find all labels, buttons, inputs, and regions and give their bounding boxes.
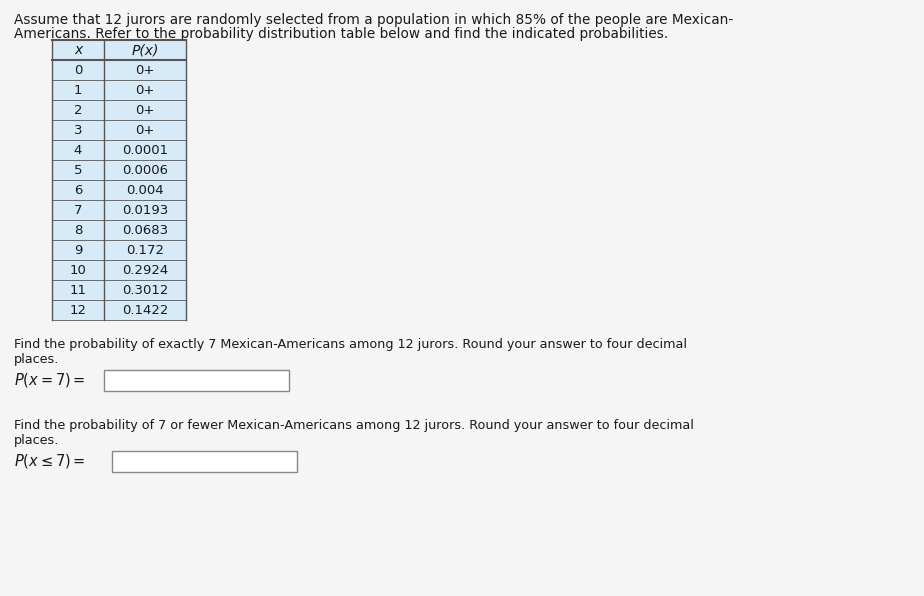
- Text: 0.0193: 0.0193: [122, 203, 168, 216]
- Text: 0.0683: 0.0683: [122, 224, 168, 237]
- Text: Find the probability of 7 or fewer Mexican-Americans among 12 jurors. Round your: Find the probability of 7 or fewer Mexic…: [14, 419, 694, 432]
- Bar: [52, 300, 186, 320]
- Text: 0+: 0+: [135, 104, 154, 116]
- Bar: [112, 451, 297, 472]
- Bar: [52, 260, 186, 280]
- Bar: [52, 160, 186, 180]
- Text: 12: 12: [69, 303, 87, 316]
- Text: 0.0001: 0.0001: [122, 144, 168, 157]
- Text: 0.3012: 0.3012: [122, 284, 168, 296]
- Text: Americans. Refer to the probability distribution table below and find the indica: Americans. Refer to the probability dist…: [14, 27, 668, 41]
- Text: places.: places.: [14, 353, 59, 366]
- Text: places.: places.: [14, 434, 59, 447]
- Text: $P(x=7)=$: $P(x=7)=$: [14, 371, 86, 389]
- Bar: [52, 280, 186, 300]
- Bar: [52, 220, 186, 240]
- Text: 7: 7: [74, 203, 82, 216]
- Text: 9: 9: [74, 244, 82, 256]
- Text: 0.2924: 0.2924: [122, 263, 168, 277]
- Bar: [52, 240, 186, 260]
- Text: 1: 1: [74, 83, 82, 97]
- Text: 0: 0: [74, 64, 82, 76]
- Text: 10: 10: [69, 263, 87, 277]
- Text: Assume that 12 jurors are randomly selected from a population in which 85% of th: Assume that 12 jurors are randomly selec…: [14, 13, 734, 27]
- Text: 0.004: 0.004: [127, 184, 164, 197]
- Text: x: x: [74, 43, 82, 57]
- Bar: [104, 370, 289, 391]
- Text: 0+: 0+: [135, 64, 154, 76]
- Text: 11: 11: [69, 284, 87, 296]
- Bar: [52, 100, 186, 120]
- Bar: [52, 120, 186, 140]
- Bar: [52, 60, 186, 80]
- Bar: [52, 40, 186, 60]
- Text: 0.1422: 0.1422: [122, 303, 168, 316]
- Text: 0+: 0+: [135, 83, 154, 97]
- Text: P(x): P(x): [131, 43, 159, 57]
- Bar: [52, 200, 186, 220]
- Text: 8: 8: [74, 224, 82, 237]
- Text: 0.172: 0.172: [126, 244, 164, 256]
- Text: 4: 4: [74, 144, 82, 157]
- Text: $P(x\leq7)=$: $P(x\leq7)=$: [14, 452, 86, 470]
- Text: 5: 5: [74, 163, 82, 176]
- Text: 3: 3: [74, 123, 82, 136]
- Text: 0+: 0+: [135, 123, 154, 136]
- Text: 6: 6: [74, 184, 82, 197]
- Bar: [52, 140, 186, 160]
- Text: 0.0006: 0.0006: [122, 163, 168, 176]
- Bar: [52, 180, 186, 200]
- Bar: [52, 80, 186, 100]
- Text: 2: 2: [74, 104, 82, 116]
- Text: Find the probability of exactly 7 Mexican-Americans among 12 jurors. Round your : Find the probability of exactly 7 Mexica…: [14, 338, 687, 351]
